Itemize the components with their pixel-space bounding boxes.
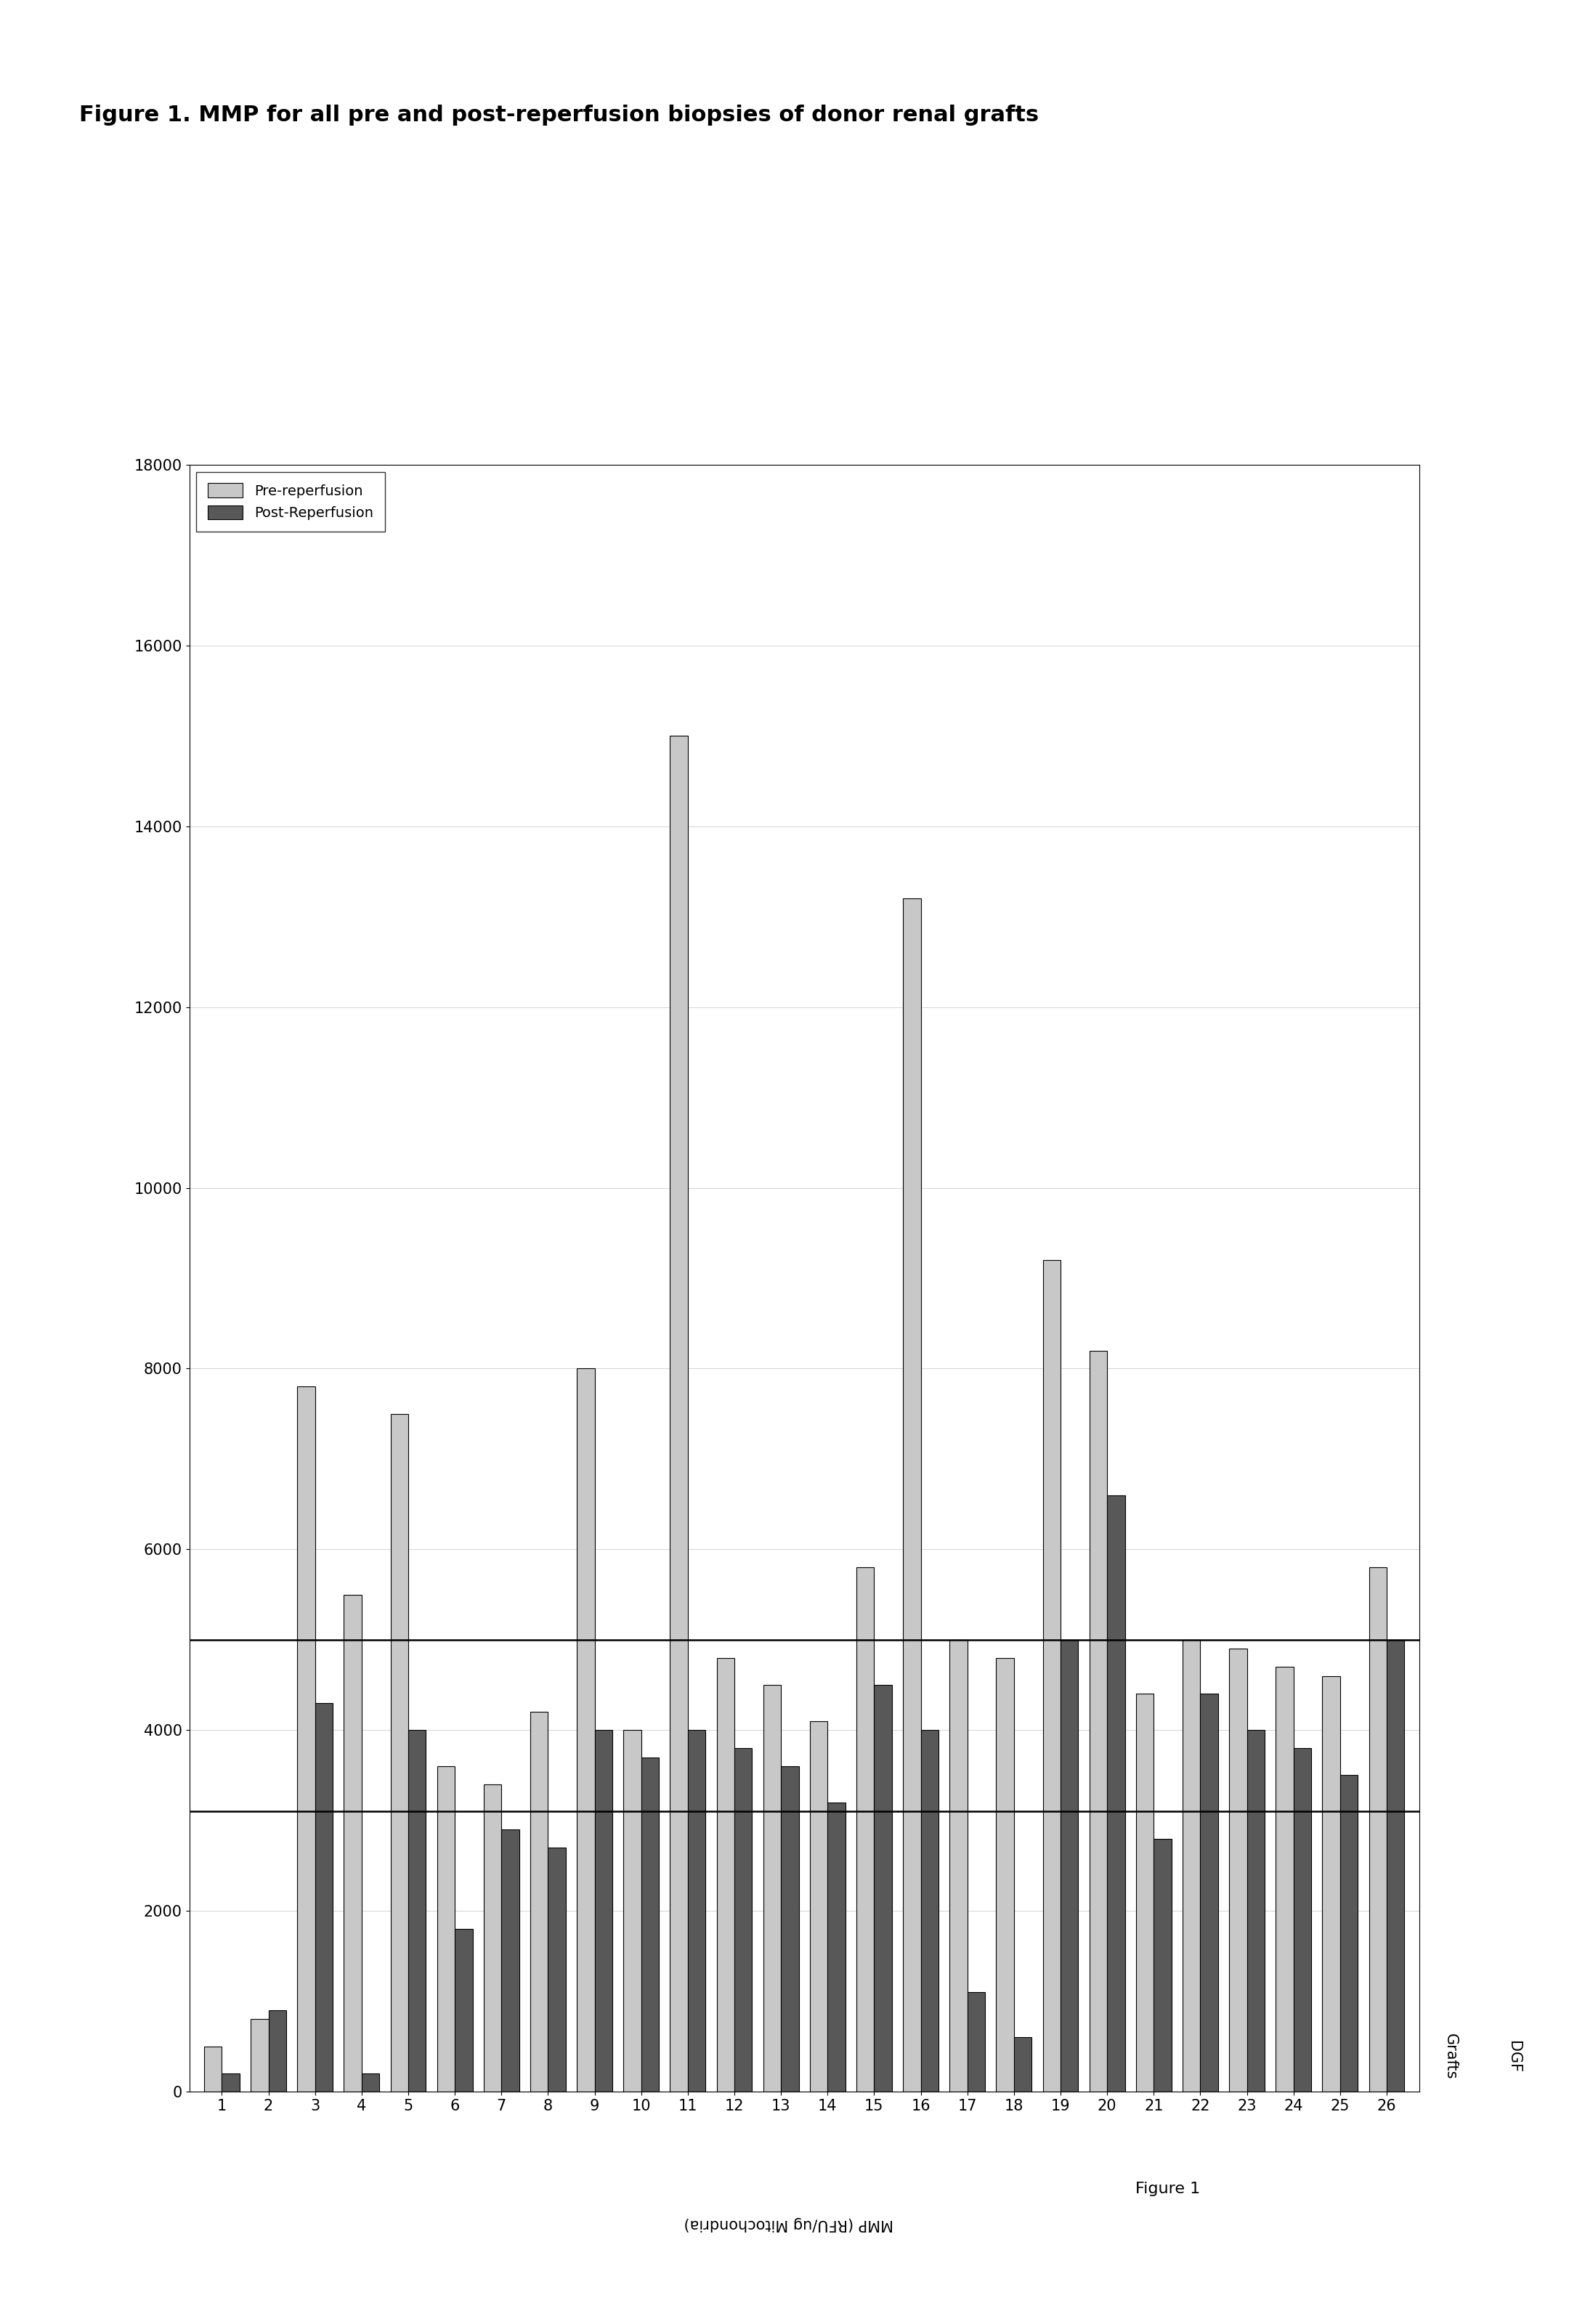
Bar xyxy=(501,1829,519,2092)
Bar xyxy=(1293,1748,1310,2092)
Bar xyxy=(203,2047,222,2092)
Bar xyxy=(1183,1641,1200,2092)
Bar xyxy=(315,1703,333,2092)
Bar xyxy=(222,2073,240,2092)
Bar xyxy=(577,1369,595,2092)
Bar xyxy=(856,1566,874,2092)
Bar xyxy=(1228,1648,1247,2092)
Bar xyxy=(735,1748,752,2092)
Bar xyxy=(1042,1260,1060,2092)
Bar xyxy=(997,1657,1014,2092)
Bar xyxy=(437,1766,454,2092)
Bar xyxy=(904,899,921,2092)
Bar xyxy=(344,1594,361,2092)
Bar xyxy=(1247,1729,1265,2092)
Bar xyxy=(408,1729,426,2092)
Bar xyxy=(1014,2038,1031,2092)
Bar xyxy=(828,1803,845,2092)
Bar xyxy=(1340,1776,1358,2092)
Bar xyxy=(361,2073,380,2092)
Bar xyxy=(454,1929,473,2092)
Bar xyxy=(1276,1666,1293,2092)
Bar xyxy=(1386,1641,1405,2092)
Legend: Pre-reperfusion, Post-Reperfusion: Pre-reperfusion, Post-Reperfusion xyxy=(196,472,385,532)
Bar xyxy=(642,1757,659,2092)
Bar xyxy=(811,1722,828,2092)
Bar xyxy=(1369,1566,1386,2092)
Bar xyxy=(623,1729,642,2092)
Bar xyxy=(1200,1694,1217,2092)
Bar xyxy=(298,1387,315,2092)
Text: DGF: DGF xyxy=(1506,2040,1522,2073)
Bar xyxy=(251,2020,268,2092)
Text: Figure 1: Figure 1 xyxy=(1135,2182,1200,2196)
Bar xyxy=(1107,1494,1124,2092)
Bar xyxy=(1061,1641,1079,2092)
Bar xyxy=(1154,1838,1172,2092)
Bar xyxy=(1090,1350,1107,2092)
Bar xyxy=(763,1685,781,2092)
Bar xyxy=(484,1785,501,2092)
Bar xyxy=(530,1713,549,2092)
Text: Grafts: Grafts xyxy=(1443,2033,1459,2080)
Bar xyxy=(688,1729,705,2092)
Bar xyxy=(670,737,688,2092)
Bar xyxy=(549,1848,566,2092)
Bar xyxy=(949,1641,967,2092)
Bar xyxy=(874,1685,893,2092)
Text: Figure 1. MMP for all pre and post-reperfusion biopsies of donor renal grafts: Figure 1. MMP for all pre and post-reper… xyxy=(79,105,1039,125)
Bar xyxy=(967,1992,986,2092)
Bar xyxy=(391,1413,408,2092)
Bar xyxy=(268,2010,285,2092)
Bar xyxy=(1135,1694,1154,2092)
Bar xyxy=(921,1729,938,2092)
Text: MMP (RFU/ug Mitochondria): MMP (RFU/ug Mitochondria) xyxy=(684,2217,893,2231)
Bar xyxy=(781,1766,798,2092)
Bar xyxy=(716,1657,735,2092)
Bar xyxy=(595,1729,612,2092)
Bar xyxy=(1323,1676,1340,2092)
